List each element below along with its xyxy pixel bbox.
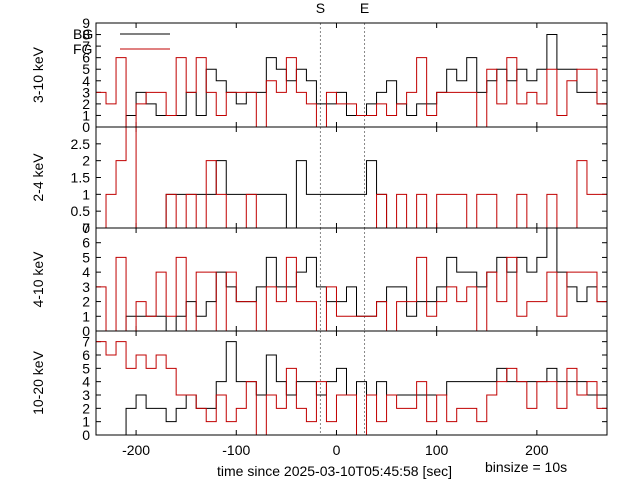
panel-2-y-tick-label-7: 7 [82,220,90,236]
marker-label-1: E [360,0,369,16]
legend: BG FG [73,26,170,57]
panel-1-y-tick-label-1: 0.5 [71,203,91,219]
panel-3-y-tick-label-3: 3 [82,387,90,403]
panel-2-y-tick-label-5: 5 [82,249,90,265]
marker-label-0: S [316,0,325,16]
binsize-label: binsize = 10s [485,459,567,475]
panel-1-y-tick-label-4: 2 [82,153,90,169]
panel-1-frame [95,126,608,229]
panel-0-y-axis-title: 3-10 keV [30,46,46,103]
x-tick-label-0: -200 [122,442,150,458]
x-tick-label-4: 200 [525,442,549,458]
panel-3-y-tick-label-5: 5 [82,360,90,376]
panel-0-y-tick-label-1: 1 [82,107,90,123]
panel-2-y-tick-label-2: 2 [82,294,90,310]
panel-2-y-axis-title: 4-10 keV [30,251,46,308]
panel-2-y-tick-label-0: 0 [82,323,90,339]
panel-0-fg-series [96,57,607,128]
panel-0-y-tick-label-2: 2 [82,96,90,112]
panel-3-y-tick-label-4: 4 [82,374,90,390]
x-tick-label-3: 100 [425,442,449,458]
panel-1-fg-series [96,126,607,229]
legend-label-bg: BG [73,26,93,42]
panel-3-fg-series [96,341,607,436]
panel-1-y-tick-label-0: 0 [82,220,90,236]
panel-3-frame [95,330,608,436]
panel-0-y-tick-label-3: 3 [82,84,90,100]
panel-0-y-tick-label-0: 0 [82,119,90,135]
panel-3-y-tick-label-7: 7 [82,334,90,350]
panel-3-y-axis-title: 10-20 keV [30,350,46,414]
panel-3-bg-series [116,341,607,436]
panel-2-frame [95,227,608,332]
panel-3-y-tick-label-0: 0 [82,427,90,443]
panel-2-bg-series [116,227,607,332]
legend-label-fg: FG [73,41,92,57]
panel-2-y-tick-label-3: 3 [82,279,90,295]
panel-0-frame [95,22,608,128]
panel-3-y-tick-label-1: 1 [82,414,90,430]
panel-0-y-tick-label-6: 6 [82,50,90,66]
panel-2-y-tick-label-6: 6 [82,235,90,251]
panel-0-y-tick-label-4: 4 [82,73,90,89]
x-tick-label-1: -100 [222,442,250,458]
panel-0-y-tick-label-5: 5 [82,61,90,77]
panel-0-y-tick-label-8: 8 [82,27,90,43]
panel-1-y-tick-label-2: 1 [82,186,90,202]
panel-0-y-tick-label-9: 9 [82,15,90,31]
panel-2-fg-series [96,256,607,332]
panel-2-y-tick-label-4: 4 [82,264,90,280]
panel-1-y-tick-label-5: 2.5 [71,136,91,152]
x-axis-title: time since 2025-03-10T05:45:58 [sec] [217,463,452,479]
panel-1-y-axis-title: 2-4 keV [30,153,46,202]
panel-1-y-tick-label-3: 1.5 [71,170,91,186]
panel-1: 00.511.522.5 2-4 keV [30,126,608,236]
panel-3-y-tick-label-6: 6 [82,347,90,363]
panel-2-y-tick-label-1: 1 [82,308,90,324]
panel-0-y-tick-label-7: 7 [82,38,90,54]
x-tick-label-2: 0 [333,442,341,458]
panel-0-bg-series [116,34,607,128]
panel-3-y-tick-label-2: 2 [82,400,90,416]
